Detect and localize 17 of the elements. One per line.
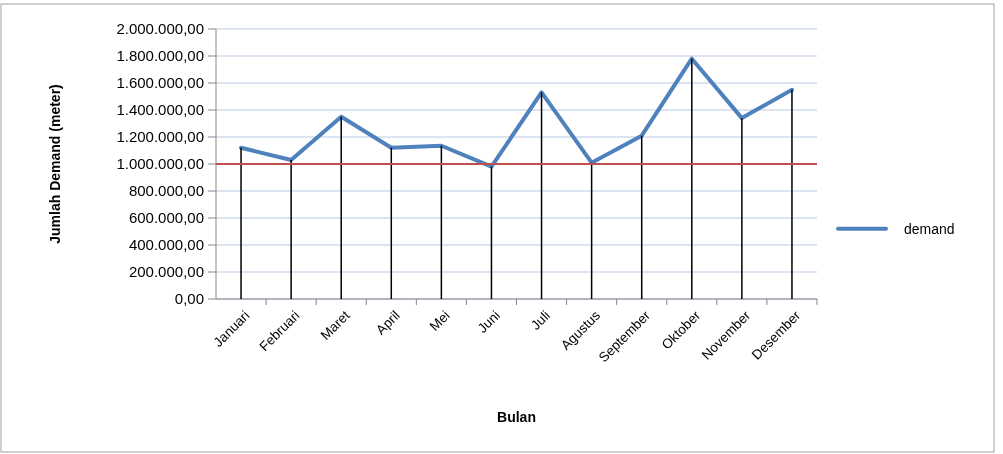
y-tick-label: 1.800.000,00 — [116, 47, 204, 65]
y-tick-label: 200.000,00 — [128, 263, 204, 281]
y-tick-label: 1.000.000,00 — [116, 155, 204, 173]
y-tick-label: 0,00 — [174, 290, 204, 308]
legend-label: demand — [904, 220, 955, 237]
x-tick-label: Mei — [426, 307, 453, 334]
line-series — [239, 56, 794, 169]
y-tick-label: 2.000.000,00 — [116, 20, 204, 38]
y-tick-label: 1.200.000,00 — [116, 128, 204, 146]
y-tick-label: 400.000,00 — [128, 236, 204, 254]
y-tick-label: 600.000,00 — [128, 209, 204, 227]
x-tick-label: Juli — [528, 307, 553, 333]
y-axis-title: Jumlah Demand (meter) — [47, 84, 63, 244]
y-tick-label: 1.400.000,00 — [116, 101, 204, 119]
y-tick-label: 1.600.000,00 — [116, 74, 204, 92]
y-tick-label: 800.000,00 — [128, 182, 204, 200]
x-axis-title: Bulan — [497, 409, 536, 425]
